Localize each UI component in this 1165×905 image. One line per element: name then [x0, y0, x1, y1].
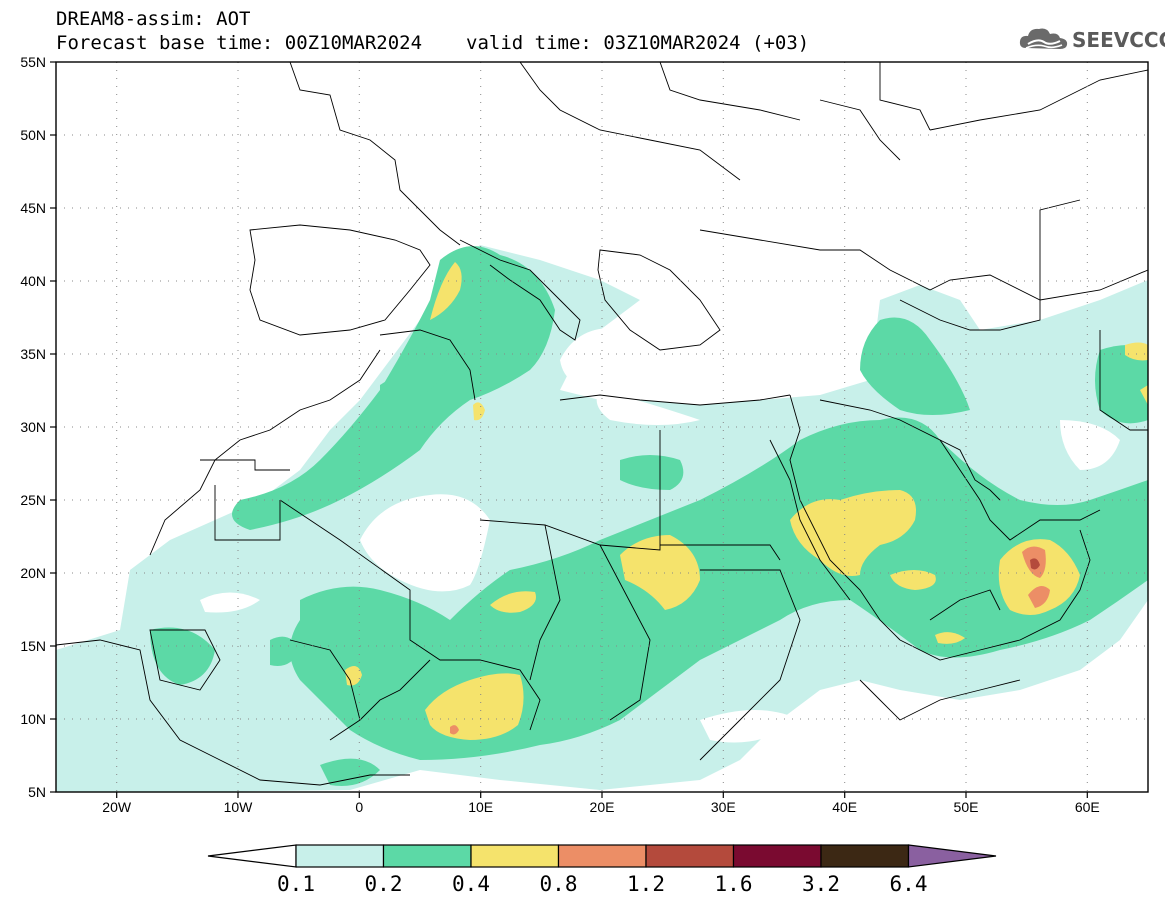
logo-text: SEEVCCC	[1072, 28, 1165, 52]
lon-label: 40E	[832, 799, 857, 815]
lat-label: 25N	[20, 492, 46, 508]
valid-time: valid time: 03Z10MAR2024 (+03)	[466, 32, 810, 54]
lat-label: 50N	[20, 127, 46, 143]
colorbar	[207, 844, 997, 868]
colorbar-arrow-high	[907, 844, 997, 868]
aot-layer-0.4	[345, 262, 1148, 740]
seevccc-logo: SEEVCCC	[1018, 24, 1165, 54]
lon-label: 20E	[590, 799, 615, 815]
lat-label: 15N	[20, 638, 46, 654]
colorbar-label: 1.6	[715, 872, 753, 896]
colorbar-label: 0.2	[365, 872, 403, 896]
colorbar-bin	[295, 844, 385, 868]
map-title: DREAM8-assim: AOT	[56, 8, 251, 30]
lat-label: 55N	[20, 54, 46, 70]
lat-label: 20N	[20, 565, 46, 581]
lat-label: 30N	[20, 419, 46, 435]
colorbar-label: 1.2	[627, 872, 665, 896]
colorbar-label: 0.4	[452, 872, 490, 896]
tick-marks	[50, 61, 1088, 798]
lat-labels: 55N 50N 45N 40N 35N 30N 25N 20N 15N 10N …	[20, 54, 46, 800]
forecast-base-time: Forecast base time: 00Z10MAR2024	[56, 32, 423, 54]
time-info: Forecast base time: 00Z10MAR2024 valid ti…	[56, 32, 809, 54]
colorbar-label: 0.8	[540, 872, 578, 896]
colorbar-bin	[820, 844, 910, 868]
colorbar-bin	[382, 844, 472, 868]
map-area	[56, 62, 1148, 792]
lat-label: 10N	[20, 711, 46, 727]
colorbar-label: 6.4	[890, 872, 928, 896]
lat-label: 40N	[20, 273, 46, 289]
coastlines-borders	[56, 62, 1148, 786]
colorbar-bin	[557, 844, 647, 868]
lon-label: 60E	[1075, 799, 1100, 815]
colorbar-bin	[470, 844, 560, 868]
lon-label: 10E	[468, 799, 493, 815]
colorbar-label: 3.2	[802, 872, 840, 896]
aot-layer-1.2	[1030, 558, 1040, 570]
lon-label: 0	[355, 799, 363, 815]
lon-labels: 20W 10W 0 10E 20E 30E 40E 50E 60E	[102, 799, 1099, 815]
colorbar-bin	[732, 844, 822, 868]
lon-label: 30E	[711, 799, 736, 815]
lat-label: 45N	[20, 200, 46, 216]
lon-label: 20W	[102, 799, 132, 815]
lon-label: 50E	[954, 799, 979, 815]
colorbar-labels: 0.1 0.2 0.4 0.8 1.2 1.6 3.2 6.4	[277, 872, 927, 896]
graticule	[56, 62, 1148, 792]
colorbar-label: 0.1	[277, 872, 315, 896]
lat-label: 35N	[20, 346, 46, 362]
lon-label: 10W	[224, 799, 254, 815]
lat-label: 5N	[28, 784, 46, 800]
colorbar-bin	[645, 844, 735, 868]
cloud-icon	[1019, 28, 1068, 49]
colorbar-arrow-low	[207, 844, 297, 868]
